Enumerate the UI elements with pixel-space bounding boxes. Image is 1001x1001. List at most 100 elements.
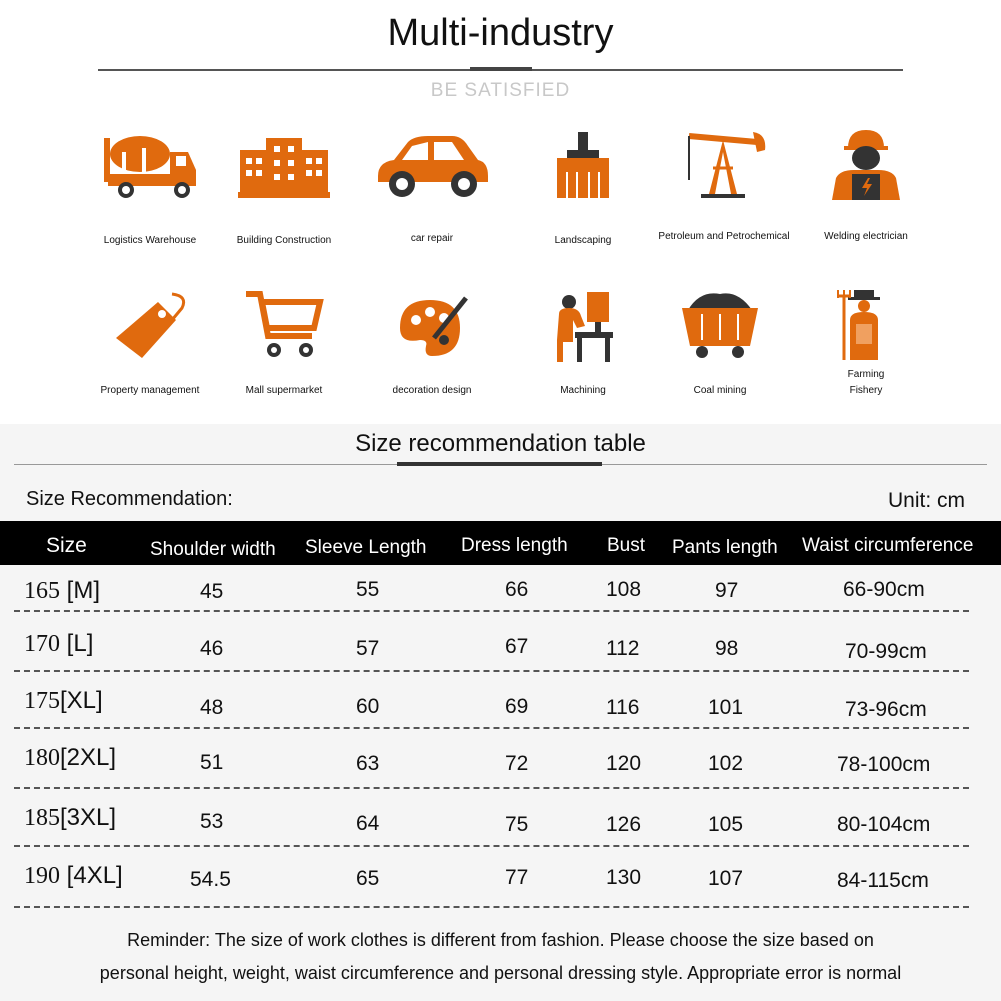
size-table-title: Size recommendation table bbox=[355, 430, 646, 457]
industry-label: Logistics Warehouse bbox=[103, 235, 197, 246]
mine-cart-icon bbox=[682, 293, 758, 358]
industry-label: Coal mining bbox=[693, 385, 747, 396]
industry-label: Landscaping bbox=[554, 235, 612, 246]
page-subtitle: BE SATISFIED bbox=[430, 80, 571, 101]
industry-coal-mining: Coal mining bbox=[640, 288, 800, 400]
worker-icon bbox=[832, 130, 900, 200]
table-cell: 97 bbox=[715, 579, 739, 602]
paint-palette-icon bbox=[400, 296, 468, 356]
table-cell: 64 bbox=[356, 812, 380, 835]
industry-label: Building Construction bbox=[236, 235, 332, 246]
column-header: Dress length bbox=[461, 535, 568, 556]
industry-label: Property management bbox=[100, 385, 200, 396]
industry-landscaping: Landscaping bbox=[503, 130, 663, 250]
table-cell: 102 bbox=[708, 752, 744, 775]
row-divider bbox=[14, 787, 969, 789]
column-header: Size bbox=[46, 534, 87, 557]
table-cell: 72 bbox=[505, 752, 529, 775]
table-cell: 51 bbox=[200, 751, 224, 774]
car-icon bbox=[378, 136, 488, 197]
industry-car-repair: car repair bbox=[352, 132, 512, 248]
table-cell: 130 bbox=[606, 866, 642, 889]
reminder-text: personal height, weight, waist circumfer… bbox=[99, 963, 902, 983]
industry-label: decoration design bbox=[392, 385, 472, 396]
page-title: Multi-industry bbox=[387, 12, 614, 54]
column-header: Bust bbox=[607, 535, 646, 556]
table-cell: 66-90cm bbox=[843, 578, 925, 601]
industry-building: Building Construction bbox=[204, 136, 364, 250]
size-label: 170 [L] bbox=[24, 630, 94, 657]
tag-icon bbox=[116, 292, 186, 358]
table-cell: 77 bbox=[505, 866, 529, 889]
industry-property: Property management bbox=[70, 290, 230, 400]
table-cell: 57 bbox=[356, 637, 380, 660]
size-label: 185[3XL] bbox=[24, 804, 117, 831]
row-divider bbox=[14, 610, 969, 612]
row-divider bbox=[14, 845, 969, 847]
table-cell: 112 bbox=[606, 637, 640, 660]
table-cell: 46 bbox=[200, 637, 224, 660]
table-header-bar bbox=[0, 521, 1001, 565]
industry-label: Petroleum and Petrochemical bbox=[658, 231, 790, 242]
size-label: 175[XL] bbox=[24, 687, 103, 714]
size-title-divider-accent bbox=[397, 462, 602, 466]
table-cell: 101 bbox=[708, 696, 744, 719]
table-cell: 55 bbox=[356, 578, 380, 601]
column-header: Pants length bbox=[672, 537, 778, 558]
industry-label: Machining bbox=[560, 385, 606, 396]
table-cell: 98 bbox=[715, 637, 739, 660]
table-cell: 105 bbox=[708, 813, 744, 836]
table-cell: 80-104cm bbox=[837, 813, 931, 836]
industry-label: Farming bbox=[847, 369, 885, 380]
table-cell: 84-115cm bbox=[837, 869, 929, 892]
table-cell: 53 bbox=[200, 810, 224, 833]
table-cell: 116 bbox=[606, 696, 640, 719]
table-cell: 70-99cm bbox=[845, 640, 927, 663]
industry-mall: Mall supermarket bbox=[204, 288, 364, 400]
table-cell: 63 bbox=[356, 752, 380, 775]
industry-petroleum: Petroleum and Petrochemical bbox=[644, 128, 804, 246]
table-cell: 67 bbox=[505, 635, 529, 658]
column-header: Sleeve Length bbox=[305, 537, 427, 558]
size-label: 190 [4XL] bbox=[24, 862, 123, 889]
machinist-icon bbox=[557, 292, 613, 362]
size-label: 180[2XL] bbox=[24, 744, 117, 771]
shopping-cart-icon bbox=[246, 291, 324, 357]
table-cell: 48 bbox=[200, 696, 224, 719]
industry-label-secondary: Fishery bbox=[849, 385, 883, 396]
size-section bbox=[0, 424, 1001, 1001]
size-label: 165 [M] bbox=[24, 577, 100, 604]
table-cell: 108 bbox=[606, 578, 642, 601]
industry-label: car repair bbox=[410, 233, 454, 244]
table-cell: 120 bbox=[606, 752, 642, 775]
reminder-text: Reminder: The size of work clothes is di… bbox=[127, 930, 874, 950]
brush-icon bbox=[557, 132, 609, 198]
table-cell: 66 bbox=[505, 578, 529, 601]
column-header: Waist circumference bbox=[802, 535, 974, 556]
industry-decoration: decoration design bbox=[352, 294, 512, 400]
table-cell: 78-100cm bbox=[837, 753, 931, 776]
building-icon bbox=[238, 138, 330, 198]
table-cell: 65 bbox=[356, 867, 380, 890]
table-cell: 60 bbox=[356, 695, 380, 718]
industry-welding: Welding electrician bbox=[786, 128, 946, 246]
table-cell: 69 bbox=[505, 695, 529, 718]
unit-label: Unit: cm bbox=[887, 489, 965, 512]
industry-label: Mall supermarket bbox=[245, 385, 323, 396]
row-divider bbox=[14, 727, 969, 729]
table-cell: 75 bbox=[505, 813, 529, 836]
industry-label: Welding electrician bbox=[824, 231, 908, 242]
industry-farming: Farming Fishery bbox=[786, 288, 946, 400]
title-divider-accent bbox=[470, 67, 532, 71]
table-cell: 107 bbox=[708, 867, 744, 890]
table-cell: 126 bbox=[606, 813, 642, 836]
table-cell: 54.5 bbox=[190, 868, 231, 891]
farmer-icon bbox=[837, 290, 880, 360]
table-cell: 45 bbox=[200, 580, 224, 603]
row-divider bbox=[14, 906, 969, 908]
column-header: Shoulder width bbox=[150, 539, 276, 560]
industry-logistics: Logistics Warehouse bbox=[70, 130, 230, 250]
oil-pump-icon bbox=[688, 132, 766, 198]
row-divider bbox=[14, 670, 969, 672]
industry-machining: Machining bbox=[503, 290, 663, 400]
